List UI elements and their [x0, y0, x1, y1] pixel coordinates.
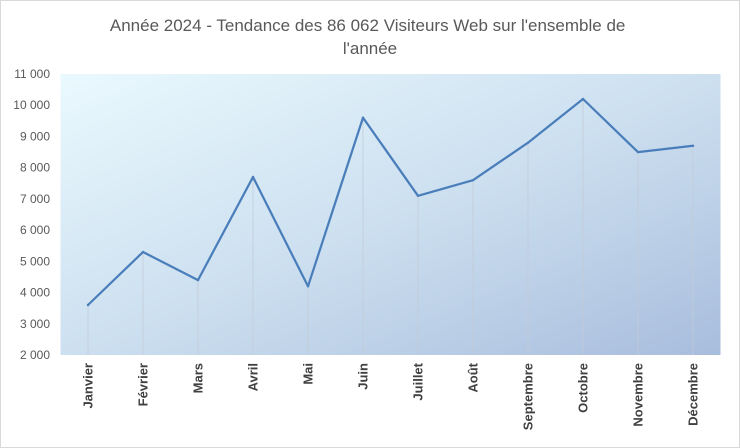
y-tick-label: 10 000	[13, 98, 50, 112]
data-point	[86, 303, 90, 307]
x-tick-label: Septembre	[521, 363, 536, 430]
y-tick-label: 6 000	[20, 223, 50, 237]
x-axis: Janvier Février Mars Avril Mai Juin Juillet Aoû…	[81, 362, 701, 430]
data-point	[141, 250, 145, 254]
y-tick-label: 3 000	[20, 317, 50, 331]
x-tick-label: Juin	[356, 363, 371, 390]
y-tick-label: 8 000	[20, 161, 50, 175]
data-point	[691, 144, 695, 147]
x-tick-label: Juillet	[411, 362, 426, 400]
data-point	[306, 285, 310, 288]
data-point	[581, 97, 585, 101]
drop-lines	[87, 99, 694, 355]
data-point	[636, 150, 640, 154]
data-point	[361, 116, 365, 119]
data-point	[526, 141, 530, 144]
y-tick-label: 9 000	[20, 129, 50, 143]
x-tick-label: Août	[466, 362, 481, 392]
data-point	[251, 175, 255, 179]
x-tick-label: Décembre	[686, 363, 701, 426]
y-axis: 2 000 3 000 4 000 5 000 6 000 7 000 8 000 9 000…	[13, 67, 50, 362]
x-tick-label: Janvier	[81, 363, 96, 409]
data-point	[416, 194, 420, 197]
y-tick-label: 7 000	[20, 192, 50, 206]
x-tick-label: Novembre	[631, 363, 646, 427]
series-line	[86, 97, 695, 307]
x-tick-label: Mars	[191, 363, 206, 393]
y-tick-label: 2 000	[20, 348, 50, 362]
chart-title-line-1: Année 2024 - Tendance des 86 062 Visiteu…	[110, 16, 625, 35]
x-tick-label: Février	[136, 363, 151, 406]
y-tick-label: 4 000	[20, 286, 50, 300]
data-points	[86, 97, 695, 307]
plot-area	[60, 74, 721, 355]
data-point	[196, 278, 200, 282]
x-tick-label: Mai	[301, 363, 316, 385]
data-point	[471, 179, 475, 182]
x-tick-label: Octobre	[576, 363, 591, 413]
chart-title: Année 2024 - Tendance des 86 062 Visiteu…	[110, 16, 630, 58]
chart-title-line-2: l'année	[343, 39, 397, 58]
y-tick-label: 11 000	[14, 67, 50, 81]
y-tick-label: 5 000	[20, 254, 50, 268]
x-tick-label: Avril	[246, 363, 261, 391]
